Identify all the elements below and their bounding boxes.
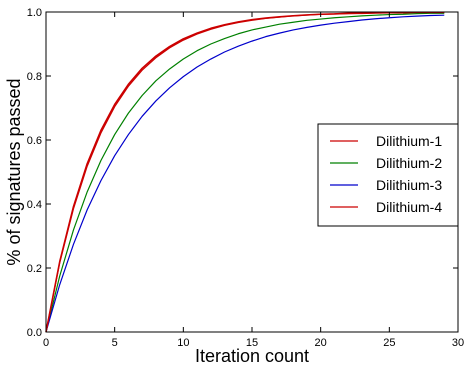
x-tick-label: 25 (383, 337, 395, 349)
x-tick-label: 5 (112, 337, 118, 349)
y-tick-label: 0.4 (27, 199, 42, 211)
legend: Dilithium-1 Dilithium-2 Dilithium-3 Dilithi… (317, 123, 459, 227)
x-axis-label: Iteration count (195, 346, 309, 366)
x-tick-label: 20 (315, 337, 327, 349)
y-tick-label: 0.6 (27, 135, 42, 147)
ticks-layer: 0 5 10 15 20 25 30 0.0 0.2 0.4 0.6 0.8 1.0 (27, 7, 464, 349)
y-tick-label: 1.0 (27, 7, 42, 19)
x-tick-label: 10 (177, 337, 189, 349)
series-line-3 (45, 14, 445, 333)
legend-label-1: Dilithium-1 (376, 133, 442, 149)
y-axis-label: % of signatures passed (4, 78, 24, 265)
x-tick-label: 0 (43, 337, 49, 349)
legend-label-4: Dilithium-4 (376, 199, 442, 215)
series-line-4 (45, 11, 445, 333)
x-tick-label: 15 (246, 337, 258, 349)
y-tick-label: 0.2 (27, 263, 42, 275)
y-tick-label: 0.0 (27, 327, 42, 339)
x-tick-label: 30 (452, 337, 464, 349)
series-line-2 (45, 12, 445, 333)
legend-label-2: Dilithium-2 (376, 155, 442, 171)
y-tick-label: 0.8 (27, 71, 42, 83)
plot-layer (45, 11, 445, 333)
legend-label-3: Dilithium-3 (376, 177, 442, 193)
